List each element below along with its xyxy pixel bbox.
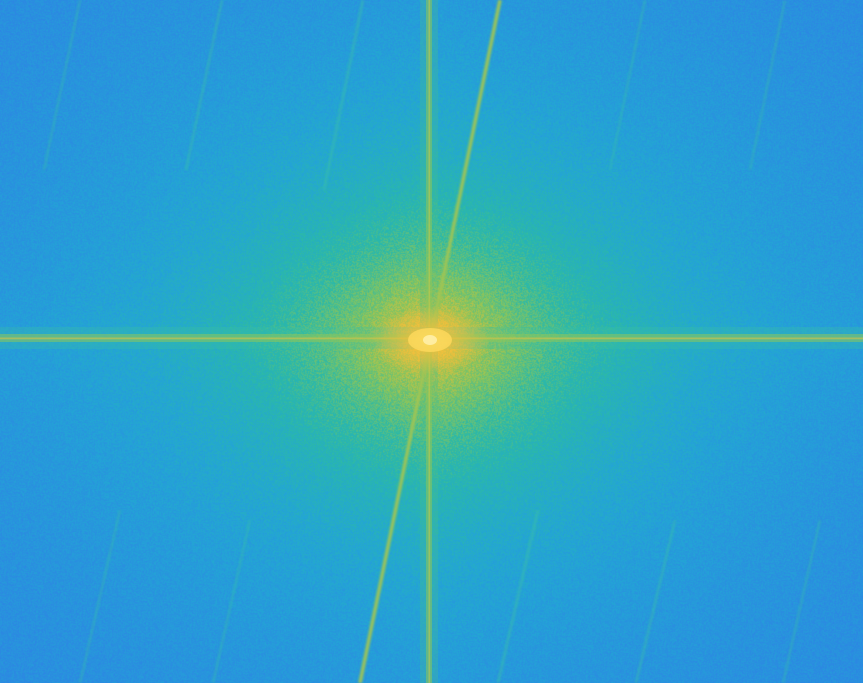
faint-parallel-streaks	[43, 0, 821, 683]
central-peak	[370, 306, 490, 374]
